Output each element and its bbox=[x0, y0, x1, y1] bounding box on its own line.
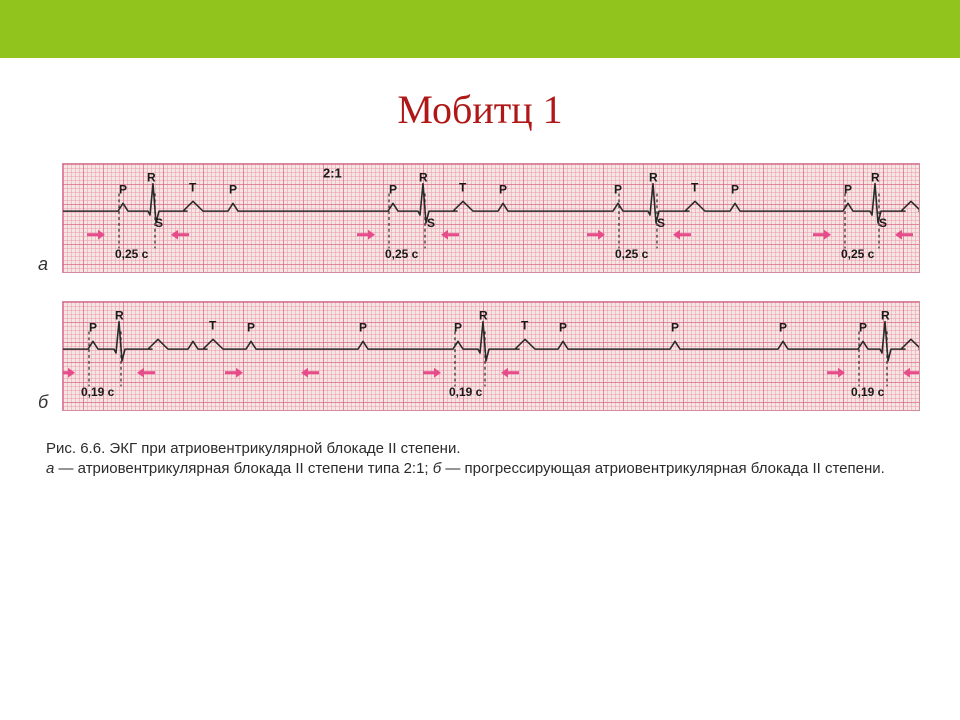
svg-text:P: P bbox=[779, 321, 787, 335]
svg-text:R: R bbox=[649, 171, 658, 185]
caption-a-text: — атриовентрикулярная блокада II степени… bbox=[54, 460, 432, 477]
svg-text:T: T bbox=[459, 181, 467, 195]
ecg-strip-b-wrap: б PRTPPPRTPPPPR0,19 с0,19 с0,19 с bbox=[40, 301, 920, 411]
svg-text:R: R bbox=[881, 309, 890, 323]
svg-text:P: P bbox=[859, 321, 867, 335]
ecg-figure: а 2:1PRTPPRTPPRTPPRSSSS0,25 с0,25 с0,25 … bbox=[40, 163, 920, 411]
svg-text:P: P bbox=[89, 321, 97, 335]
ecg-strip-a-wrap: а 2:1PRTPPRTPPRTPPRSSSS0,25 с0,25 с0,25 … bbox=[40, 163, 920, 273]
svg-text:P: P bbox=[229, 183, 237, 197]
svg-text:P: P bbox=[731, 183, 739, 197]
svg-text:R: R bbox=[147, 171, 156, 185]
svg-text:S: S bbox=[427, 216, 435, 230]
ecg-strip-b: PRTPPPRTPPPPR0,19 с0,19 с0,19 с bbox=[62, 301, 920, 411]
svg-text:P: P bbox=[359, 321, 367, 335]
strip-label-a: а bbox=[38, 254, 48, 275]
svg-text:T: T bbox=[521, 319, 529, 333]
svg-text:T: T bbox=[189, 181, 197, 195]
svg-text:P: P bbox=[671, 321, 679, 335]
ecg-svg-b: PRTPPPRTPPPPR0,19 с0,19 с0,19 с bbox=[63, 302, 919, 410]
svg-text:S: S bbox=[155, 216, 163, 230]
svg-text:R: R bbox=[115, 309, 124, 323]
svg-text:R: R bbox=[419, 171, 428, 185]
caption-b-prefix: б bbox=[433, 460, 441, 477]
svg-text:T: T bbox=[691, 181, 699, 195]
svg-text:2:1: 2:1 bbox=[323, 166, 342, 181]
slide-title: Мобитц 1 bbox=[0, 86, 960, 133]
svg-text:S: S bbox=[657, 216, 665, 230]
accent-top-bar bbox=[0, 0, 960, 58]
strip-label-b: б bbox=[38, 392, 48, 413]
caption-figlabel: Рис. 6.6. bbox=[46, 440, 105, 457]
svg-text:T: T bbox=[209, 319, 217, 333]
svg-text:0,25 с: 0,25 с bbox=[115, 247, 149, 261]
svg-text:0,19 с: 0,19 с bbox=[851, 385, 885, 399]
svg-text:0,19 с: 0,19 с bbox=[449, 385, 483, 399]
svg-text:R: R bbox=[871, 171, 880, 185]
svg-text:R: R bbox=[479, 309, 488, 323]
svg-text:S: S bbox=[879, 216, 887, 230]
figure-caption: Рис. 6.6. ЭКГ при атриовентрикулярной бл… bbox=[46, 439, 920, 480]
svg-text:P: P bbox=[499, 183, 507, 197]
svg-text:0,25 с: 0,25 с bbox=[841, 247, 875, 261]
svg-text:0,19 с: 0,19 с bbox=[81, 385, 115, 399]
svg-text:P: P bbox=[247, 321, 255, 335]
svg-text:P: P bbox=[389, 183, 397, 197]
svg-text:P: P bbox=[559, 321, 567, 335]
ecg-strip-a: 2:1PRTPPRTPPRTPPRSSSS0,25 с0,25 с0,25 с0… bbox=[62, 163, 920, 273]
svg-text:0,25 с: 0,25 с bbox=[385, 247, 419, 261]
svg-text:P: P bbox=[614, 183, 622, 197]
svg-text:0,25 с: 0,25 с bbox=[615, 247, 649, 261]
caption-b-text: — прогрессирующая атриовентрикулярная бл… bbox=[441, 460, 885, 477]
caption-title: ЭКГ при атриовентрикулярной блокаде II с… bbox=[109, 440, 460, 457]
ecg-svg-a: 2:1PRTPPRTPPRTPPRSSSS0,25 с0,25 с0,25 с0… bbox=[63, 164, 919, 272]
svg-text:P: P bbox=[119, 183, 127, 197]
